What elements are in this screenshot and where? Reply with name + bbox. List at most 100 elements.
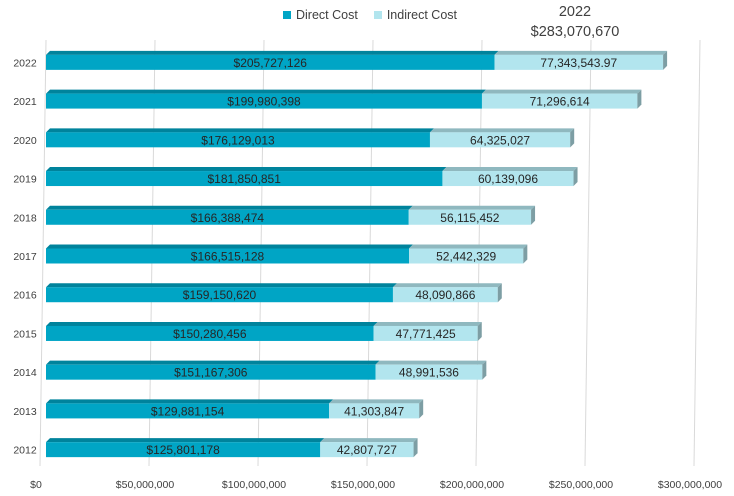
bar-indirect-2021 (481, 93, 638, 109)
bar-side-2019 (573, 167, 578, 187)
data-label-indirect-2020: 64,325,027 (470, 133, 530, 147)
data-label-indirect-2017: 52,442,329 (436, 250, 496, 264)
bar-top-indirect-2013 (329, 399, 424, 404)
data-label-direct-2021: $199,980,398 (227, 95, 301, 109)
data-label-indirect-2019: 60,139,096 (478, 172, 538, 186)
bar-side-2021 (637, 89, 642, 109)
bar-direct-2016 (46, 287, 393, 303)
data-label-direct-2019: $181,850,851 (208, 172, 282, 186)
data-label-indirect-2012: 42,807,727 (337, 443, 397, 457)
data-label-indirect-2015: 47,771,425 (396, 327, 456, 341)
data-label-direct-2022: $205,727,126 (234, 56, 308, 70)
y-tick-label-2022: 2022 (13, 57, 37, 69)
bar-top-indirect-2016 (392, 283, 502, 288)
data-label-direct-2017: $166,515,128 (191, 250, 265, 264)
x-tick-label-0: $0 (30, 479, 42, 491)
data-label-indirect-2018: 56,115,452 (440, 211, 499, 225)
gridline-x-6 (693, 39, 701, 467)
data-label-indirect-2016: 48,090,866 (415, 288, 475, 302)
x-tick-label-4: $200,000,000 (440, 479, 504, 491)
bar-top-direct-2022 (46, 50, 499, 55)
y-tick-label-2013: 2013 (13, 406, 37, 418)
bar-side-2020 (570, 128, 575, 148)
y-tick-label-2021: 2021 (13, 96, 37, 108)
bar-top-direct-2018 (46, 205, 413, 210)
data-label-direct-2014: $151,167,306 (174, 366, 248, 380)
bar-indirect-2014 (375, 364, 483, 380)
bar-direct-2022 (46, 54, 495, 70)
bar-indirect-2016 (392, 287, 498, 303)
data-label-direct-2015: $150,280,456 (173, 327, 247, 341)
gridline-x-5 (584, 39, 592, 467)
bar-top-indirect-2012 (320, 438, 418, 443)
bar-side-2013 (419, 399, 424, 419)
data-label-indirect-2013: 41,303,847 (344, 404, 404, 418)
legend-label-direct-cost: Direct Cost (296, 8, 358, 22)
bar-top-indirect-2022 (494, 50, 668, 55)
gridline-x-0 (39, 39, 47, 467)
y-tick-label-2019: 2019 (13, 174, 37, 186)
data-label-indirect-2022: 77,343,543.97 (540, 56, 617, 70)
data-label-indirect-2014: 48,991,536 (399, 366, 459, 380)
y-tick-label-2014: 2014 (13, 367, 37, 379)
bar-top-direct-2013 (46, 399, 334, 404)
bar-indirect-2020 (429, 132, 571, 148)
bar-top-indirect-2017 (409, 244, 528, 249)
bar-indirect-2015 (373, 325, 478, 341)
bar-top-direct-2016 (46, 283, 397, 288)
bar-direct-2018 (46, 209, 409, 225)
bar-indirect-2017 (409, 248, 524, 264)
y-tick-label-2018: 2018 (13, 212, 37, 224)
y-tick-label-2016: 2016 (13, 290, 37, 302)
legend-swatch-indirect-cost (373, 11, 382, 19)
data-label-direct-2012: $125,801,178 (146, 443, 220, 457)
x-tick-label-1: $50,000,000 (116, 479, 175, 491)
bar-direct-2020 (46, 132, 430, 148)
bar-side-2022 (663, 50, 668, 70)
x-tick-label-6: $300,000,000 (658, 479, 722, 491)
legend-item-indirect-cost[interactable]: Indirect Cost (373, 8, 457, 22)
data-label-indirect-2021: 71,296,614 (530, 95, 590, 109)
data-label-direct-2020: $176,129,013 (201, 133, 275, 147)
y-tick-label-2020: 2020 (13, 135, 37, 147)
bar-top-indirect-2014 (375, 360, 487, 365)
bar-top-direct-2020 (46, 128, 434, 133)
bar-top-direct-2019 (46, 167, 447, 172)
bar-indirect-2012 (320, 442, 414, 458)
bar-direct-2013 (46, 403, 330, 419)
y-tick-label-2017: 2017 (13, 251, 37, 263)
x-tick-label-3: $150,000,000 (331, 479, 395, 491)
bar-side-2017 (523, 244, 528, 264)
bar-direct-2017 (46, 248, 410, 264)
bar-indirect-2019 (442, 171, 574, 187)
x-tick-label-5: $250,000,000 (549, 479, 613, 491)
bar-side-2016 (497, 283, 502, 303)
bar-indirect-2022 (494, 54, 664, 70)
bar-side-2012 (413, 438, 418, 458)
bar-side-2015 (477, 321, 482, 341)
bar-side-2014 (482, 360, 487, 380)
legend-item-direct-cost[interactable]: Direct Cost (283, 8, 358, 22)
bar-direct-2019 (46, 171, 443, 187)
bar-top-direct-2014 (46, 360, 380, 365)
bar-top-indirect-2018 (408, 205, 536, 210)
bar-indirect-2018 (408, 209, 532, 225)
bar-top-direct-2021 (46, 89, 486, 94)
data-label-direct-2018: $166,388,474 (191, 211, 265, 225)
bar-direct-2012 (46, 442, 321, 458)
bar-top-indirect-2020 (429, 128, 575, 133)
bar-top-direct-2017 (46, 244, 414, 249)
bar-indirect-2013 (329, 403, 420, 419)
bar-side-2018 (531, 205, 536, 225)
y-tick-label-2015: 2015 (13, 328, 37, 340)
callout-total: $283,070,670 (530, 24, 620, 40)
bar-top-indirect-2021 (481, 89, 642, 94)
data-label-direct-2016: $159,150,620 (183, 288, 257, 302)
callout-year: 2022 (558, 4, 592, 20)
bar-top-direct-2012 (46, 438, 325, 443)
legend-swatch-direct-cost (283, 11, 291, 19)
legend-label-indirect-cost: Indirect Cost (386, 8, 457, 22)
data-label-direct-2013: $129,881,154 (151, 404, 225, 418)
chart-legend: Direct Cost Indirect Cost (283, 8, 457, 22)
